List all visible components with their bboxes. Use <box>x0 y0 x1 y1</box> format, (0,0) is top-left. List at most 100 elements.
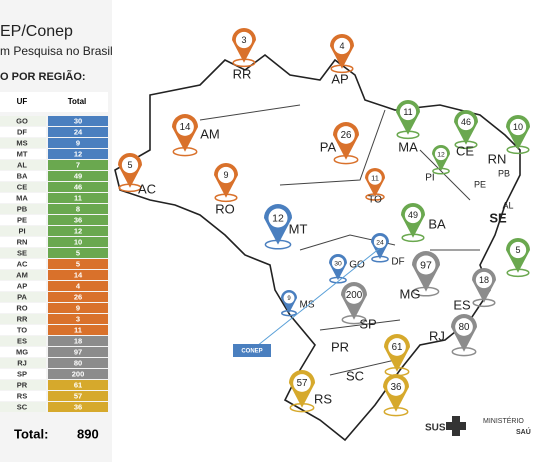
uf-cell <box>0 182 46 192</box>
total-cell <box>48 127 108 137</box>
pin-inner <box>457 113 475 131</box>
uf-cell <box>0 204 46 214</box>
total-cell <box>48 204 108 214</box>
pin-value: 5 <box>127 160 132 170</box>
uf: AM <box>16 270 28 279</box>
uf: PI <box>18 226 25 235</box>
total: 9 <box>76 303 80 312</box>
total-cell <box>48 347 108 357</box>
uf: RS <box>17 391 27 400</box>
pin-value: 11 <box>403 107 412 117</box>
uf-cell <box>0 127 46 137</box>
uf: RO <box>16 303 27 312</box>
state-label: BA <box>428 216 446 231</box>
pin-value: 24 <box>376 239 384 246</box>
uf-cell <box>0 314 46 324</box>
pin-inner <box>368 171 382 185</box>
pin-value: 3 <box>241 35 246 45</box>
uf: MT <box>17 149 28 158</box>
uf-cell <box>0 149 46 159</box>
pin-inner <box>388 338 406 356</box>
state-label: AC <box>138 181 156 196</box>
pin-inner <box>509 241 527 259</box>
pin-value: 49 <box>408 210 418 220</box>
connector <box>251 247 381 351</box>
total: 12 <box>74 149 82 158</box>
pin-inner <box>509 118 527 136</box>
uf-cell <box>0 259 46 269</box>
total: 9 <box>76 138 80 147</box>
pin-value: 4 <box>339 41 344 51</box>
total: 49 <box>74 171 82 180</box>
total-cell <box>48 171 108 181</box>
pin-value: 11 <box>371 173 379 182</box>
total-cell <box>48 226 108 236</box>
table-header-bg <box>0 92 108 112</box>
total: 30 <box>74 116 82 125</box>
pin-inner <box>337 126 355 144</box>
uf-cell <box>0 138 46 148</box>
state-label: CE <box>456 143 474 158</box>
pin-value: 18 <box>479 275 489 285</box>
uf-cell <box>0 402 46 412</box>
state-label: MS <box>300 300 315 311</box>
pin-inner <box>455 318 473 336</box>
state-label: SP <box>359 316 376 331</box>
pin-value: 9 <box>223 170 228 180</box>
pin-inner <box>121 156 139 174</box>
state-label: RR <box>233 66 252 81</box>
pin-inner <box>283 292 295 304</box>
state-label: GO <box>349 260 365 271</box>
uf: SP <box>17 369 27 378</box>
title: EP/Conep <box>0 23 73 40</box>
state-label: DF <box>391 257 404 268</box>
total: 200 <box>72 369 85 378</box>
total: 11 <box>74 193 82 202</box>
pin-inner <box>268 208 288 228</box>
state-label: SC <box>346 368 364 383</box>
pin-value: 14 <box>180 122 191 133</box>
pin-inner <box>373 235 387 249</box>
pin-value: 200 <box>346 290 363 301</box>
pin-value: 26 <box>341 130 352 141</box>
pin-value: 61 <box>392 342 403 353</box>
uf-cell <box>0 303 46 313</box>
total: 5 <box>76 259 80 268</box>
ministry: MINISTÉRIO <box>483 416 524 425</box>
uf: PR <box>17 380 28 389</box>
total: 97 <box>74 347 82 356</box>
state-label: MT <box>289 221 308 236</box>
uf-cell <box>0 226 46 236</box>
total: 7 <box>76 160 80 169</box>
pin-inner <box>333 37 351 55</box>
total-cell <box>48 380 108 390</box>
pin-inner <box>399 103 417 121</box>
total: 36 <box>74 215 82 224</box>
uf: PA <box>17 292 27 301</box>
state-label: TO <box>368 195 382 206</box>
uf-cell <box>0 369 46 379</box>
total: 10 <box>74 237 82 246</box>
uf-cell <box>0 292 46 302</box>
section-title: O POR REGIÃO: <box>0 70 86 83</box>
total-cell <box>48 369 108 379</box>
total-cell <box>48 215 108 225</box>
total-cell <box>48 303 108 313</box>
total-cell <box>48 314 108 324</box>
pin-value: 9 <box>287 296 291 302</box>
uf: ES <box>17 336 27 345</box>
uf-cell <box>0 391 46 401</box>
uf-cell <box>0 215 46 225</box>
uf: BA <box>17 171 28 180</box>
uf-cell <box>0 325 46 335</box>
total-cell <box>48 237 108 247</box>
state-label: AL <box>502 200 513 210</box>
total-cell <box>48 358 108 368</box>
uf: PB <box>17 204 28 213</box>
pin-inner <box>331 256 345 270</box>
uf: RJ <box>17 358 27 367</box>
brazil-outline <box>114 53 521 442</box>
state-label: SE <box>489 210 507 225</box>
sus-cross <box>446 416 466 436</box>
health: SAÚ <box>516 427 531 436</box>
